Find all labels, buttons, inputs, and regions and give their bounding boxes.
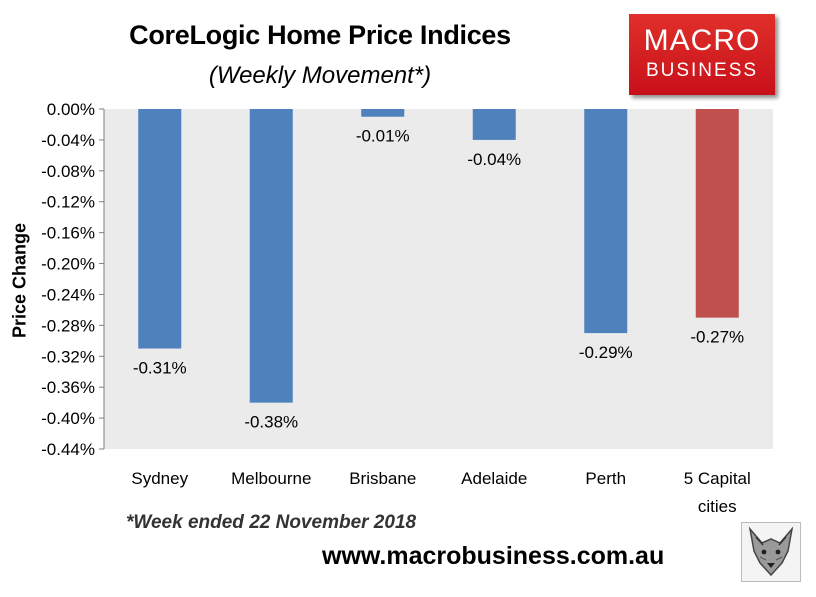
y-tick-label: -0.12% bbox=[41, 193, 95, 212]
x-category-label: Adelaide bbox=[461, 469, 527, 488]
bar-adelaide bbox=[472, 109, 516, 140]
y-tick-label: -0.40% bbox=[41, 409, 95, 428]
y-tick-label: -0.32% bbox=[41, 347, 95, 366]
bar-perth bbox=[584, 109, 628, 334]
x-category-label: Melbourne bbox=[231, 469, 311, 488]
data-label: -0.38% bbox=[244, 413, 298, 432]
plot-area bbox=[104, 109, 773, 449]
x-category-label: Perth bbox=[585, 469, 626, 488]
footnote: *Week ended 22 November 2018 bbox=[126, 512, 417, 533]
data-label: -0.04% bbox=[467, 150, 521, 169]
logo-line2: BUSINESS bbox=[645, 60, 759, 81]
x-category-label: Brisbane bbox=[349, 469, 416, 488]
logo-line1: MACRO bbox=[643, 24, 761, 57]
y-tick-label: -0.04% bbox=[41, 131, 95, 150]
data-label: -0.29% bbox=[579, 343, 633, 362]
x-category-label: cities bbox=[698, 497, 737, 516]
y-tick-label: -0.08% bbox=[41, 162, 95, 181]
y-tick-label: -0.28% bbox=[41, 316, 95, 335]
y-tick-label: 0.00% bbox=[47, 100, 95, 119]
y-tick-label: -0.16% bbox=[41, 224, 95, 243]
website-url: www.macrobusiness.com.au bbox=[322, 542, 665, 570]
data-label: -0.27% bbox=[690, 328, 744, 347]
y-tick-label: -0.36% bbox=[41, 378, 95, 397]
macrobusiness-logo: MACRO BUSINESS bbox=[629, 14, 775, 95]
data-label: -0.31% bbox=[133, 359, 187, 378]
bar-sydney bbox=[138, 109, 182, 349]
y-tick-label: -0.20% bbox=[41, 255, 95, 274]
wolf-icon bbox=[741, 522, 801, 582]
y-tick-label: -0.44% bbox=[41, 440, 95, 459]
y-tick-label: -0.24% bbox=[41, 285, 95, 304]
x-category-label: 5 Capital bbox=[684, 469, 751, 488]
chart-title: CoreLogic Home Price Indices bbox=[129, 20, 511, 50]
bar-5-capital-cities bbox=[695, 109, 739, 318]
chart-subtitle: (Weekly Movement*) bbox=[208, 62, 432, 89]
data-label: -0.01% bbox=[356, 127, 410, 146]
bar-brisbane bbox=[361, 109, 405, 117]
x-category-label: Sydney bbox=[131, 469, 188, 488]
bar-melbourne bbox=[249, 109, 293, 403]
